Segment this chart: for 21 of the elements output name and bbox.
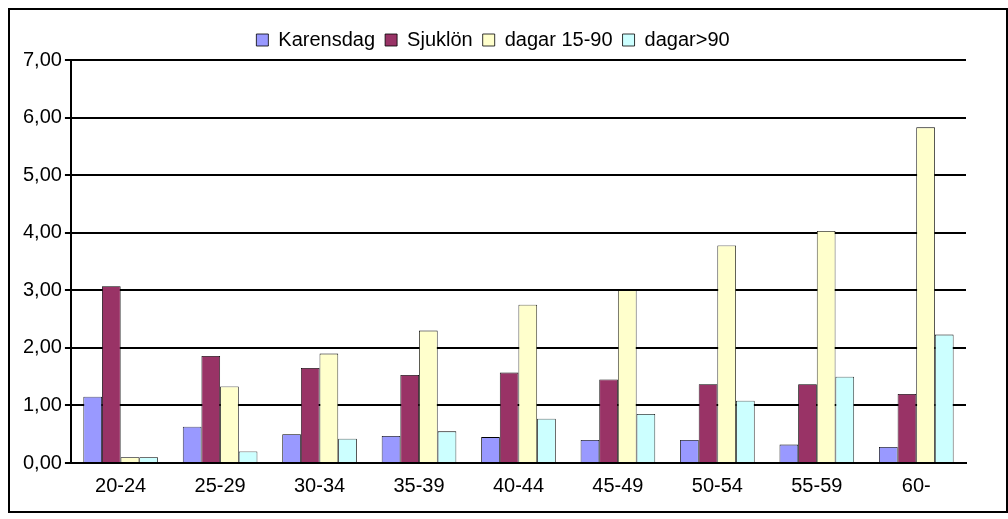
x-tick-label: 50-54 (691, 473, 743, 496)
x-tick-label: 45-49 (592, 473, 644, 496)
legend-label: Sjuklön (407, 27, 473, 50)
x-tick-label: 40-44 (492, 473, 545, 496)
y-tick-label: 2,00 (22, 335, 62, 358)
y-tick-label: 4,00 (22, 220, 62, 243)
y-tick-label: 0,00 (22, 450, 62, 473)
y-tick-label: 6,00 (22, 105, 62, 128)
x-tick-label: 35-39 (393, 473, 445, 496)
x-tick-label: 30-34 (293, 473, 346, 496)
legend-label: dagar>90 (644, 27, 730, 50)
y-tick-label: 7,00 (22, 47, 62, 70)
x-tick-label: 25-29 (194, 473, 246, 496)
y-tick-label: 3,00 (22, 277, 62, 300)
legend-label: dagar 15-90 (504, 27, 613, 50)
x-tick-label: 60- (901, 473, 931, 496)
x-tick-label: 55-59 (791, 473, 843, 496)
legend-label: Karensdag (278, 27, 376, 50)
y-tick-label: 1,00 (22, 392, 62, 415)
x-tick-label: 20-24 (95, 473, 147, 496)
y-tick-label: 5,00 (22, 162, 62, 185)
